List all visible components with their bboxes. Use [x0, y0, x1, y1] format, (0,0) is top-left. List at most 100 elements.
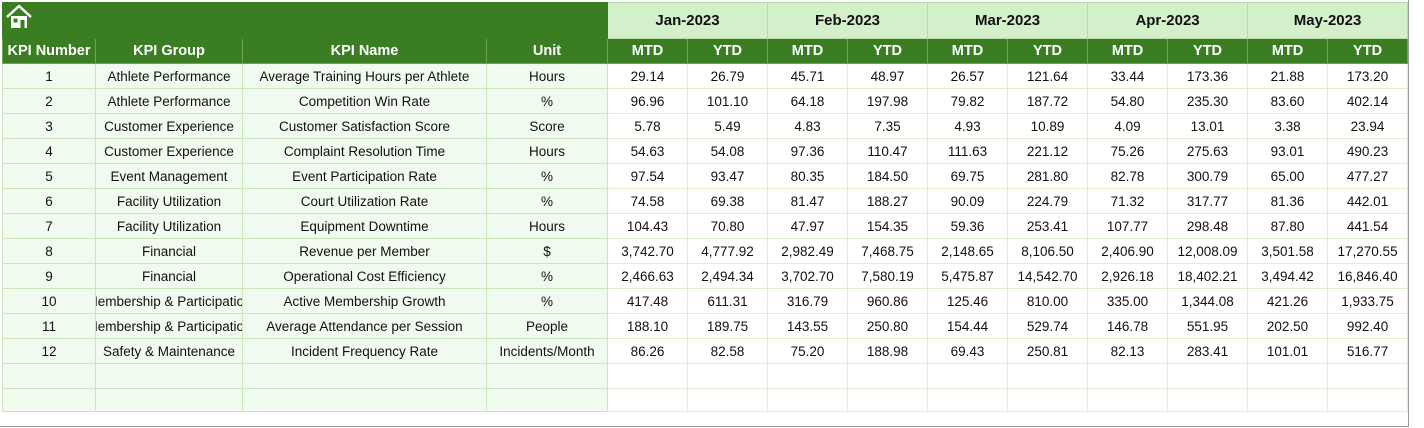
empty-cell: [1247, 363, 1329, 389]
value-cell: 283.41: [1167, 338, 1249, 364]
value-cell: 187.72: [1007, 88, 1089, 114]
value-cell: 69.43: [927, 338, 1009, 364]
empty-row: [2, 388, 1409, 412]
cell-text: 154.44: [946, 318, 989, 334]
label-cell: 8: [2, 238, 96, 264]
value-cell: 69.75: [927, 163, 1009, 189]
value-cell: 154.44: [927, 313, 1009, 339]
cell-text: 421.26: [1266, 293, 1309, 309]
label-cell: Financial: [95, 238, 243, 264]
cell-text: 12: [41, 343, 57, 359]
cell-text: 7,580.19: [861, 268, 914, 284]
cell-text: 75.26: [1110, 143, 1145, 159]
cell-text: 281.80: [1026, 168, 1069, 184]
empty-cell: [242, 363, 487, 389]
value-cell: 96.96: [607, 88, 688, 114]
cell-text: 529.74: [1026, 318, 1069, 334]
value-cell: 18,402.21: [1167, 263, 1249, 289]
value-cell: 516.77: [1327, 338, 1409, 364]
label-cell: 9: [2, 263, 96, 289]
data-row: 11 Membership & Participation Average Atte…: [2, 313, 1409, 339]
cell-text: 224.79: [1026, 193, 1069, 209]
cell-text: Unit: [532, 43, 562, 59]
cell-text: 253.41: [1026, 218, 1069, 234]
value-cell: 188.10: [607, 313, 688, 339]
cell-text: 104.43: [626, 218, 669, 234]
value-cell: 335.00: [1087, 288, 1169, 314]
value-cell: 48.97: [846, 63, 929, 89]
cell-text: 69.38: [710, 193, 745, 209]
value-cell: 1,933.75: [1327, 288, 1409, 314]
cell-text: YTD: [713, 43, 742, 59]
value-cell: 10.89: [1007, 113, 1089, 139]
cell-text: Athlete Performance: [107, 68, 231, 84]
label-cell: Customer Experience: [95, 113, 243, 139]
cell-text: 516.77: [1346, 343, 1389, 359]
label-cell: Safety & Maintenance: [95, 338, 243, 364]
cell-text: Customer Experience: [104, 143, 234, 159]
value-cell: 197.98: [846, 88, 929, 114]
value-cell: 97.36: [767, 138, 848, 164]
empty-cell: [95, 363, 243, 389]
cell-text: 26.79: [710, 68, 745, 84]
value-cell: 2,406.90: [1087, 238, 1169, 264]
value-cell: 54.63: [607, 138, 688, 164]
cell-text: %: [540, 268, 553, 284]
empty-cell: [846, 388, 929, 412]
value-cell: 253.41: [1007, 213, 1089, 239]
empty-cell: [607, 363, 688, 389]
label-cell: $: [486, 238, 608, 264]
value-cell: 221.12: [1007, 138, 1089, 164]
label-cell: %: [486, 163, 608, 189]
data-row: 8 Financial Revenue per Member $3,742.70 4,7…: [2, 238, 1409, 264]
cell-text: MTD: [1271, 43, 1304, 59]
label-cell: Incident Frequency Rate: [242, 338, 487, 364]
cell-text: 173.36: [1186, 68, 1229, 84]
cell-text: 146.78: [1106, 318, 1149, 334]
value-cell: 275.63: [1167, 138, 1249, 164]
data-row: 12 Safety & Maintenance Incident Frequency…: [2, 338, 1409, 364]
value-cell: 417.48: [607, 288, 688, 314]
value-cell: 477.27: [1327, 163, 1409, 189]
cell-text: 6: [45, 193, 53, 209]
data-row: 9 Financial Operational Cost Efficiency% 2,…: [2, 263, 1409, 289]
month-header: Apr-2023: [1087, 2, 1249, 39]
label-cell: Facility Utilization: [95, 188, 243, 214]
cell-text: Competition Win Rate: [298, 93, 431, 109]
value-cell: 402.14: [1327, 88, 1409, 114]
home-window: [13, 18, 18, 23]
value-cell: 184.50: [846, 163, 929, 189]
value-cell: 2,982.49: [767, 238, 848, 264]
cell-text: 4.83: [794, 118, 821, 134]
value-cell: 992.40: [1327, 313, 1409, 339]
value-cell: 8,106.50: [1007, 238, 1089, 264]
month-header: Mar-2023: [927, 2, 1089, 39]
cell-text: 4: [45, 143, 53, 159]
label-cell: People: [486, 313, 608, 339]
value-cell: 4.09: [1087, 113, 1169, 139]
cell-text: Score: [529, 118, 565, 134]
cell-text: 82.78: [1110, 168, 1145, 184]
home-button[interactable]: [4, 3, 34, 31]
cell-text: 13.01: [1190, 118, 1225, 134]
cell-text: Apr-2023: [1135, 12, 1200, 29]
cell-text: 87.80: [1270, 218, 1305, 234]
value-cell: 82.78: [1087, 163, 1169, 189]
cell-text: MTD: [1111, 43, 1144, 59]
cell-text: KPI Group: [133, 43, 205, 59]
cell-text: 317.77: [1186, 193, 1229, 209]
cell-text: 93.01: [1270, 143, 1305, 159]
data-row: 1 Athlete Performance Average Training Hou…: [2, 63, 1409, 89]
cell-text: 18,402.21: [1177, 268, 1238, 284]
cell-text: May-2023: [1293, 12, 1362, 29]
value-cell: 529.74: [1007, 313, 1089, 339]
value-cell: 281.80: [1007, 163, 1089, 189]
cell-text: Equipment Downtime: [300, 218, 429, 234]
cell-text: 402.14: [1346, 93, 1389, 109]
value-cell: 93.01: [1247, 138, 1329, 164]
subcolumn-header: YTD: [1167, 38, 1249, 64]
cell-text: 59.36: [950, 218, 985, 234]
value-cell: 300.79: [1167, 163, 1249, 189]
cell-text: 611.31: [707, 293, 748, 309]
data-row: 4 Customer Experience Complaint Resolution…: [2, 138, 1409, 164]
